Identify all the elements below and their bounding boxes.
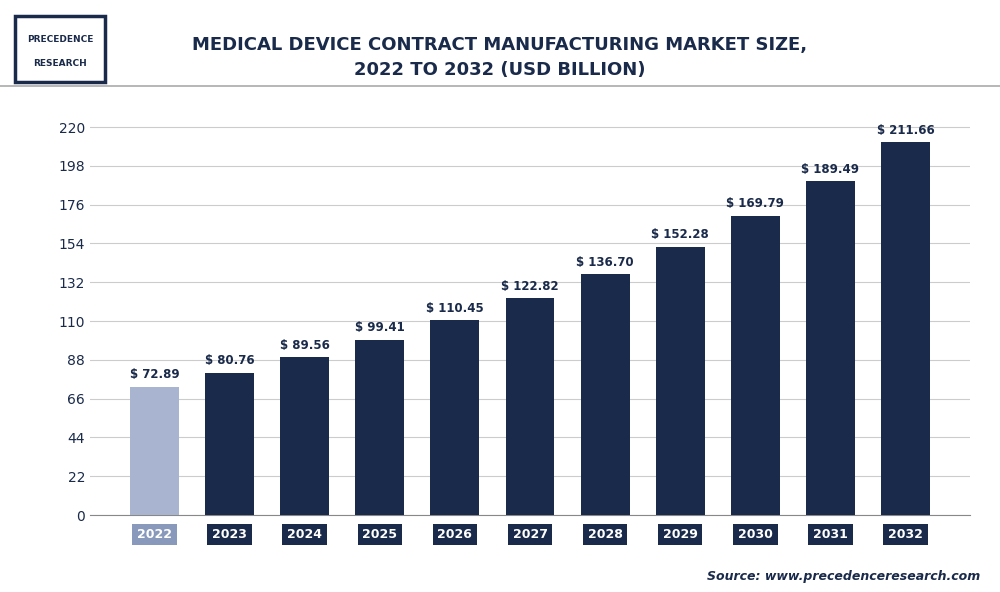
FancyBboxPatch shape [358, 524, 402, 545]
Bar [506, 298, 554, 515]
Bar [205, 372, 254, 515]
Text: PRECEDENCE: PRECEDENCE [27, 36, 93, 44]
FancyBboxPatch shape [207, 524, 252, 545]
Text: 2030: 2030 [738, 528, 773, 541]
Bar [581, 274, 630, 515]
Text: 2028: 2028 [588, 528, 623, 541]
FancyBboxPatch shape [583, 524, 627, 545]
FancyBboxPatch shape [808, 524, 853, 545]
Bar [656, 246, 705, 515]
Text: $ 152.28: $ 152.28 [651, 229, 709, 241]
Bar [355, 340, 404, 515]
Text: 2031: 2031 [813, 528, 848, 541]
FancyBboxPatch shape [132, 524, 177, 545]
Text: $ 89.56: $ 89.56 [280, 339, 330, 352]
Text: 2024: 2024 [287, 528, 322, 541]
FancyBboxPatch shape [883, 524, 928, 545]
Text: 2022: 2022 [137, 528, 172, 541]
Text: $ 110.45: $ 110.45 [426, 302, 484, 315]
Text: 2027: 2027 [512, 528, 548, 541]
FancyBboxPatch shape [433, 524, 477, 545]
Text: $ 99.41: $ 99.41 [355, 321, 405, 334]
Bar [881, 142, 930, 515]
Text: $ 122.82: $ 122.82 [501, 280, 559, 293]
FancyBboxPatch shape [733, 524, 778, 545]
Bar [806, 181, 855, 515]
Text: $ 189.49: $ 189.49 [801, 163, 859, 176]
Bar [731, 215, 780, 515]
Text: 2023: 2023 [212, 528, 247, 541]
Text: $ 136.70: $ 136.70 [576, 256, 634, 269]
FancyBboxPatch shape [508, 524, 552, 545]
FancyBboxPatch shape [282, 524, 327, 545]
Text: 2029: 2029 [663, 528, 698, 541]
Text: MEDICAL DEVICE CONTRACT MANUFACTURING MARKET SIZE,
2022 TO 2032 (USD BILLION): MEDICAL DEVICE CONTRACT MANUFACTURING MA… [192, 36, 808, 79]
Bar [130, 387, 179, 515]
Text: 2026: 2026 [437, 528, 472, 541]
Bar [280, 357, 329, 515]
FancyBboxPatch shape [15, 15, 105, 82]
Bar [430, 320, 479, 515]
Text: RESEARCH: RESEARCH [33, 59, 87, 68]
Text: 2025: 2025 [362, 528, 397, 541]
Text: $ 211.66: $ 211.66 [877, 124, 934, 137]
FancyBboxPatch shape [658, 524, 702, 545]
Text: 2032: 2032 [888, 528, 923, 541]
Text: $ 80.76: $ 80.76 [205, 355, 254, 368]
Text: $ 169.79: $ 169.79 [726, 197, 784, 210]
Text: $ 72.89: $ 72.89 [130, 368, 179, 381]
Text: Source: www.precedenceresearch.com: Source: www.precedenceresearch.com [707, 570, 980, 583]
